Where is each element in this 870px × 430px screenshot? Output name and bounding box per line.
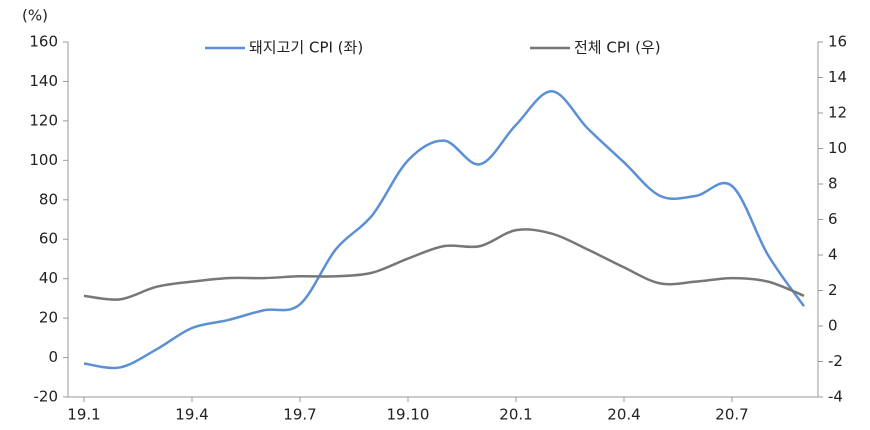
y2-tick-label: 0 <box>828 317 838 335</box>
x-tick-label: 19.10 <box>387 406 430 424</box>
y2-tick-label: 4 <box>828 246 838 264</box>
y-tick-label: 120 <box>29 111 58 129</box>
y-tick-label: 40 <box>39 269 58 287</box>
y2-tick-label: 8 <box>828 175 838 193</box>
y2-tick-label: 16 <box>828 33 847 51</box>
y-tick-label: 0 <box>48 348 58 366</box>
y-tick-label: 80 <box>39 190 58 208</box>
y2-tick-label: 2 <box>828 281 838 299</box>
y-tick-label: -20 <box>34 388 59 406</box>
x-tick-label: 19.1 <box>67 406 100 424</box>
y-tick-label: 60 <box>39 230 58 248</box>
x-tick-label: 20.4 <box>607 406 640 424</box>
y2-tick-label: 6 <box>828 210 838 228</box>
y-tick-label: 140 <box>29 72 58 90</box>
x-tick-label: 19.4 <box>175 406 208 424</box>
y2-tick-label: 12 <box>828 104 847 122</box>
x-tick-label: 19.7 <box>283 406 316 424</box>
y-tick-label: 160 <box>29 33 58 51</box>
y-unit-label: (%) <box>22 7 48 25</box>
y-tick-label: 100 <box>29 151 58 169</box>
y2-tick-label: 10 <box>828 139 847 157</box>
x-tick-label: 20.7 <box>715 406 748 424</box>
y-tick-label: 20 <box>39 309 58 327</box>
x-tick-label: 20.1 <box>499 406 532 424</box>
y2-tick-label: -4 <box>828 388 843 406</box>
series-line <box>83 228 805 301</box>
series-line <box>83 90 806 370</box>
y2-tick-label: 14 <box>828 68 847 86</box>
legend-label: 돼지고기 CPI (좌) <box>249 39 363 57</box>
y2-tick-label: -2 <box>828 352 843 370</box>
legend-label: 전체 CPI (우) <box>574 39 661 57</box>
